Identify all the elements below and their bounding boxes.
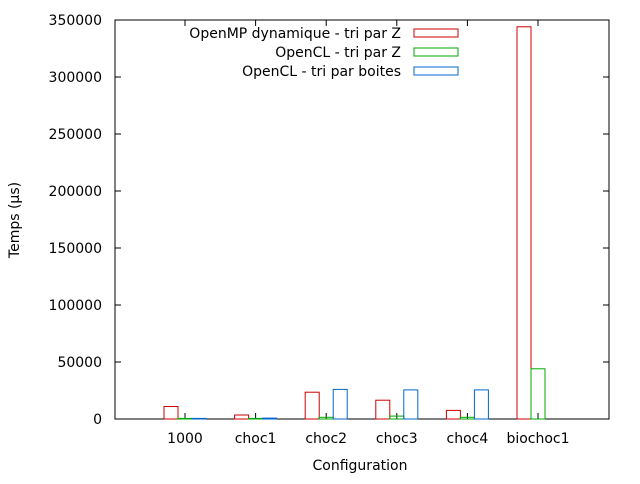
legend-label: OpenCL - tri par Z (275, 45, 401, 61)
bars-group (163, 26, 546, 420)
y-tick-label: 150000 (49, 241, 102, 257)
bar-series-2 (248, 417, 264, 420)
x-axis-label: Configuration (313, 458, 408, 474)
x-tick-label: choc2 (305, 431, 347, 447)
x-tick-label: biochoc1 (506, 431, 569, 447)
bar-series-2 (530, 368, 546, 420)
y-tick-label: 250000 (49, 127, 102, 143)
legend-label: OpenCL - tri par boites (242, 64, 401, 80)
y-tick-label: 100000 (49, 298, 102, 314)
y-axis-label: Temps (µs) (7, 182, 23, 259)
x-axis: 1000 choc1 choc2 choc3 choc4 biochoc1 (167, 20, 570, 447)
bar-series-3 (332, 388, 348, 420)
bar-series-1 (304, 391, 320, 420)
legend-swatch (413, 66, 459, 76)
bar-series-1 (163, 406, 179, 420)
y-tick-label: 0 (93, 412, 102, 428)
plot-area-frame (114, 19, 610, 420)
y-axis: 0 50000 100000 150000 200000 250000 300000 3500… (49, 13, 609, 428)
legend-swatch (413, 47, 459, 57)
x-tick-label: 1000 (167, 431, 203, 447)
bar-series-2 (177, 417, 193, 420)
bar-series-3 (191, 417, 207, 420)
bar-series-3 (473, 389, 489, 420)
legend-swatch (413, 28, 459, 38)
bar-series-3 (262, 417, 278, 420)
legend-label: OpenMP dynamique - tri par Z (189, 26, 401, 42)
legend: OpenMP dynamique - tri par Z OpenCL - tri… (189, 26, 459, 80)
x-tick-label: choc3 (376, 431, 418, 447)
bar-series-1 (445, 409, 461, 420)
x-tick-label: choc1 (235, 431, 277, 447)
bar-series-1 (234, 414, 250, 420)
y-tick-label: 350000 (49, 13, 102, 29)
bar-series-1 (516, 26, 532, 420)
y-tick-label: 50000 (57, 355, 102, 371)
y-tick-label: 200000 (49, 184, 102, 200)
bar-series-3 (403, 389, 419, 420)
x-tick-label: choc4 (447, 431, 489, 447)
bar-series-1 (375, 399, 391, 420)
y-tick-label: 300000 (49, 70, 102, 86)
